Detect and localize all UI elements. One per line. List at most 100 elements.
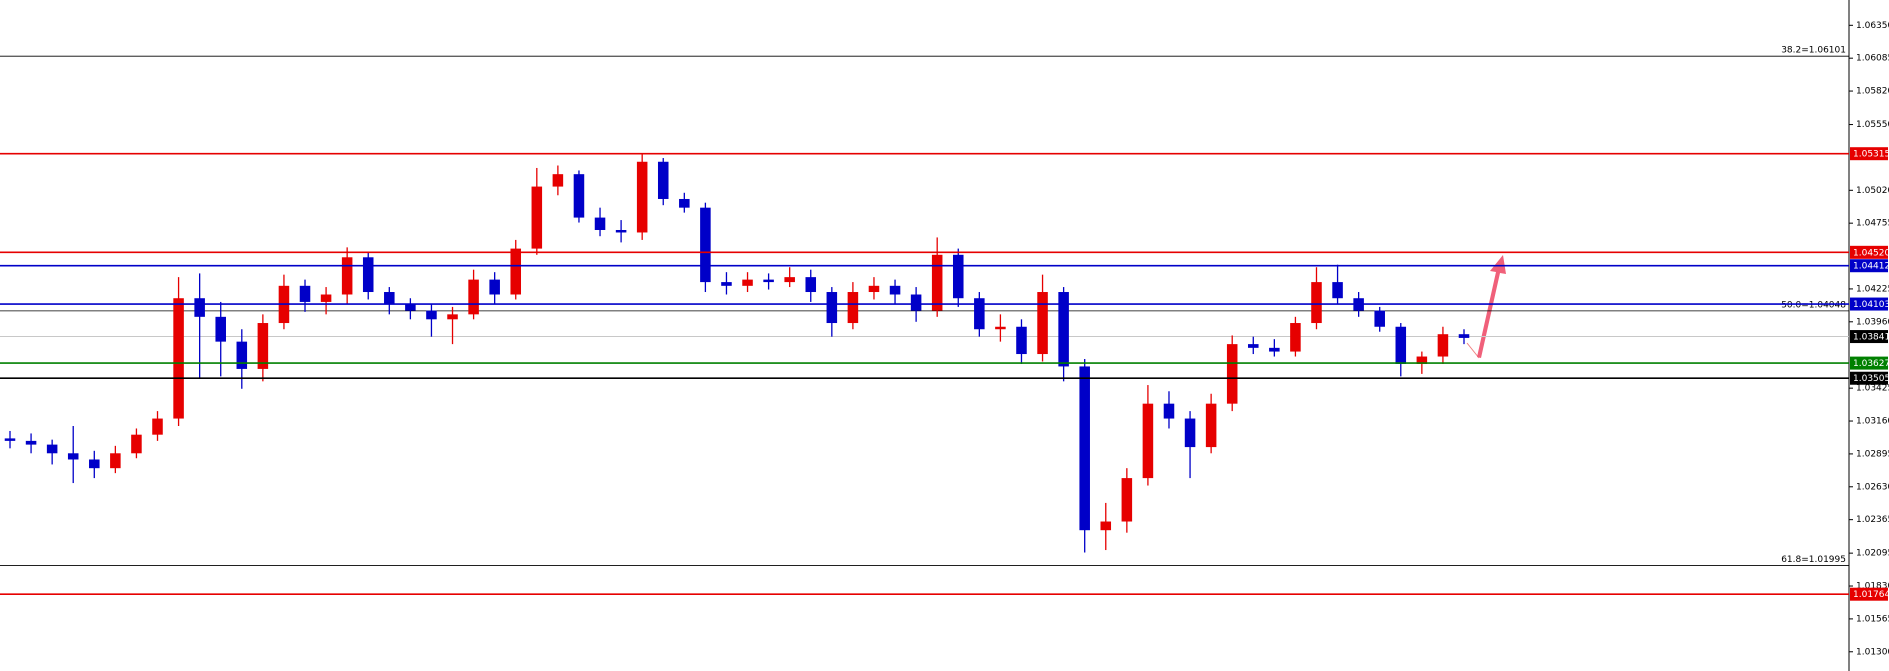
- price-box: [1850, 330, 1888, 344]
- candle-body: [636, 161, 648, 233]
- y-tick-label: 1.01830: [1856, 582, 1889, 592]
- candle-body: [4, 438, 16, 441]
- candle-body: [489, 279, 500, 295]
- candle-body: [1058, 292, 1069, 367]
- candle-body: [1226, 344, 1238, 404]
- y-tick-label: 1.06085: [1856, 54, 1889, 64]
- projection-line: [1466, 342, 1480, 359]
- candle-body: [1311, 282, 1322, 324]
- candle-body: [910, 294, 922, 311]
- candle-body: [1374, 310, 1385, 327]
- candle-body: [1100, 521, 1112, 531]
- y-tick-label: 1.01300: [1856, 647, 1889, 657]
- candle-body: [805, 277, 817, 293]
- candle-body: [594, 217, 606, 230]
- y-tick-label: 1.02895: [1856, 449, 1889, 459]
- candle-body: [447, 314, 458, 320]
- y-tick-label: 1.06350: [1856, 21, 1889, 31]
- candle-body: [215, 316, 226, 342]
- candle-body: [341, 257, 353, 295]
- candle-body: [299, 285, 311, 302]
- candle-body: [1248, 344, 1259, 348]
- candle-body: [320, 294, 332, 302]
- price-box: [1850, 356, 1888, 370]
- y-tick-label: 1.05020: [1856, 186, 1889, 196]
- candle-body: [46, 444, 58, 454]
- candle-body: [89, 459, 100, 469]
- price-box: [1850, 147, 1888, 161]
- y-tick-label: 1.01565: [1856, 614, 1889, 624]
- y-tick-label: 1.03425: [1856, 384, 1889, 394]
- y-tick-label: 1.03160: [1856, 417, 1889, 427]
- price-box-label: 1.04412: [1853, 262, 1889, 272]
- candle-body: [784, 277, 795, 283]
- price-box: [1850, 587, 1888, 601]
- candle-body: [384, 292, 395, 305]
- candle-body: [847, 292, 859, 324]
- candle-body: [763, 279, 774, 283]
- candle-body: [468, 279, 479, 315]
- candle-body: [573, 174, 585, 218]
- candle-body: [1121, 478, 1133, 522]
- candle-body: [868, 285, 880, 293]
- candle-body: [67, 453, 79, 460]
- candle-body: [510, 248, 522, 295]
- candle-body: [721, 282, 732, 286]
- candle-body: [826, 292, 838, 324]
- price-box: [1850, 245, 1888, 259]
- candle-body: [679, 198, 690, 208]
- candle-body: [531, 186, 543, 249]
- candle-body: [1395, 326, 1407, 364]
- candle-body: [889, 285, 901, 295]
- y-tick-label: 1.03960: [1856, 317, 1889, 327]
- candle-body: [1037, 292, 1048, 355]
- candle-body: [1458, 334, 1470, 338]
- price-box-label: 1.04520: [1853, 248, 1889, 258]
- price-box-label: 1.03841: [1853, 333, 1889, 343]
- price-box-label: 1.01764: [1853, 590, 1889, 600]
- candle-body: [257, 323, 269, 369]
- candle-body: [552, 174, 564, 187]
- fib-label: 61.8=1.01995: [1781, 555, 1846, 565]
- candle-body: [110, 453, 121, 469]
- candle-body: [194, 298, 205, 317]
- price-box: [1850, 259, 1888, 273]
- candle-body: [362, 257, 374, 293]
- fib-label: 50.0=1.04048: [1781, 300, 1846, 310]
- candle-body: [952, 254, 964, 299]
- candle-body: [1142, 403, 1154, 479]
- candle-body: [974, 298, 985, 330]
- candle-body: [152, 418, 163, 435]
- candle-body: [657, 161, 669, 199]
- arrow: [1477, 255, 1506, 358]
- price-box-label: 1.03627: [1853, 359, 1889, 369]
- price-box-label: 1.05315: [1853, 150, 1889, 160]
- price-box: [1850, 371, 1888, 385]
- y-tick-label: 1.04755: [1856, 219, 1889, 229]
- candle-body: [1184, 418, 1196, 448]
- price-box-label: 1.03505: [1853, 374, 1889, 384]
- fib-label: 38.2=1.06101: [1781, 46, 1846, 56]
- candle-body: [426, 310, 437, 320]
- y-tick-label: 1.02365: [1856, 515, 1889, 525]
- candle-body: [1205, 403, 1217, 448]
- y-tick-label: 1.04225: [1856, 284, 1889, 294]
- y-tick-label: 1.02095: [1856, 549, 1889, 559]
- candle-body: [1079, 366, 1090, 531]
- y-tick-label: 1.05550: [1856, 120, 1889, 130]
- candle-body: [1269, 347, 1280, 352]
- candle-body: [236, 341, 248, 369]
- candle-body: [931, 254, 943, 311]
- candle-body: [25, 440, 37, 445]
- candle-body: [173, 298, 184, 419]
- price-box: [1850, 297, 1888, 311]
- candle-body: [615, 229, 627, 233]
- candle-body: [1437, 334, 1449, 357]
- candle-body: [1416, 356, 1428, 364]
- candle-body: [700, 207, 711, 283]
- y-tick-label: 1.05820: [1856, 87, 1889, 97]
- candle-body: [742, 279, 753, 286]
- price-box-label: 1.04103: [1853, 300, 1889, 310]
